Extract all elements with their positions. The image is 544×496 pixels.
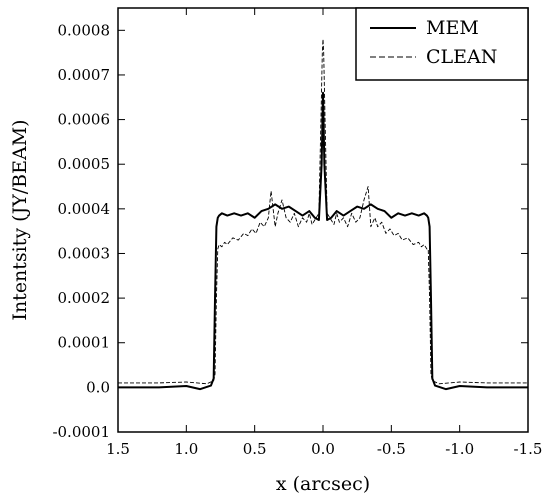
series-line-mem [118,91,528,391]
y-tick-label: 0.0005 [58,155,111,173]
legend-label-mem: MEM [426,17,479,39]
y-tick-label: 0.0007 [58,66,111,84]
y-tick-label: 0.0002 [58,289,111,307]
y-tick-label: -0.0001 [52,423,110,441]
x-tick-label: 1.0 [174,440,198,458]
legend-label-clean: CLEAN [426,46,497,68]
y-axis-label: Intentsity (JY/BEAM) [9,119,31,320]
series-layer [118,38,528,391]
x-tick-label: -1.0 [445,440,474,458]
x-tick-label: 0.5 [243,440,267,458]
y-tick-label: 0.0006 [58,111,111,129]
x-tick-label: -1.5 [514,440,543,458]
y-tick-label: 0.0003 [58,244,111,262]
legend: MEM CLEAN [355,7,529,81]
legend-box [355,7,529,81]
x-tick-label: 1.5 [106,440,130,458]
x-axis-label: x (arcsec) [276,473,370,495]
plot-frame [117,7,529,433]
series-line-clean [118,38,528,385]
y-tick-label: 0.0001 [58,334,111,352]
y-tick-label: 0.0008 [58,21,111,39]
y-tick-label: 0.0 [86,378,110,396]
y-tick-label: 0.0004 [58,200,111,218]
x-tick-label: 0.0 [311,440,335,458]
x-tick-label: -0.5 [377,440,406,458]
tick-layer: 1.5 1.0 0.5 0.0 -0.5 -1.0 -1.5 -0.0001 0.0 0.0001… [52,8,542,458]
